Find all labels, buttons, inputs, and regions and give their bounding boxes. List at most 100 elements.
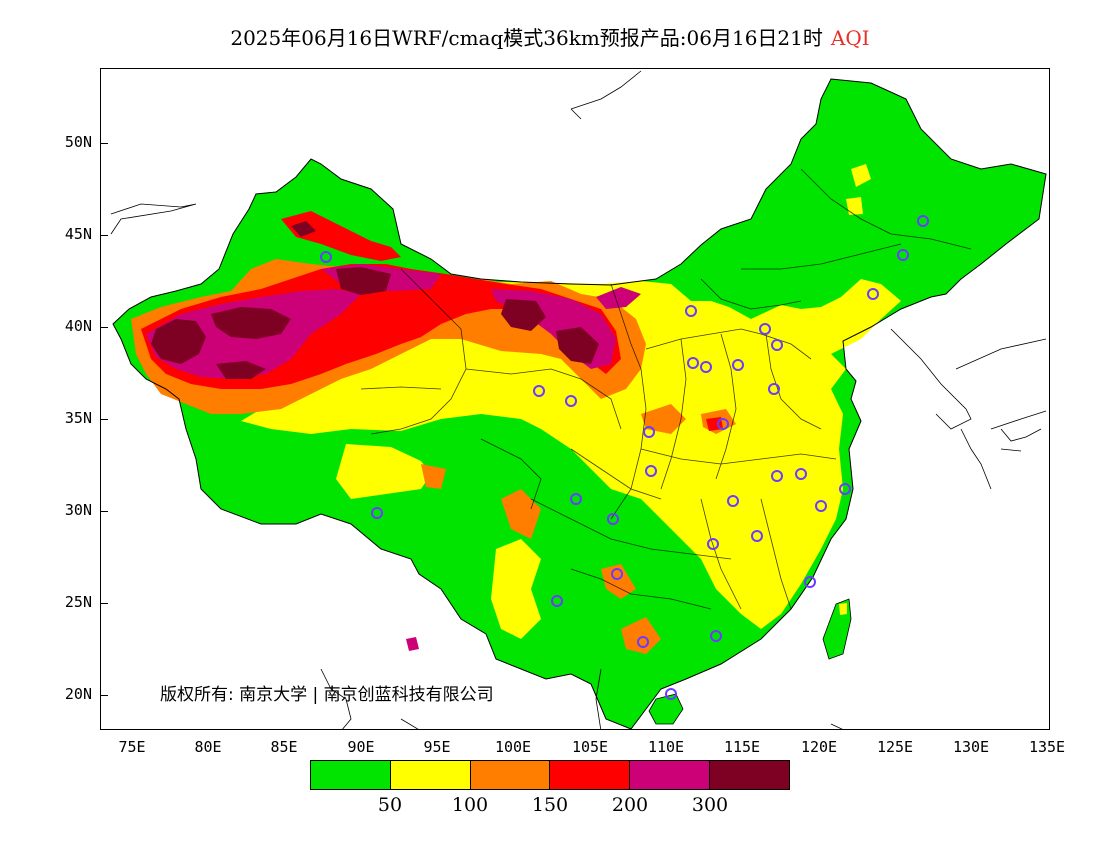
lat-tick xyxy=(100,235,108,236)
station-marker xyxy=(732,359,744,371)
lat-label: 50N xyxy=(64,133,92,151)
station-marker xyxy=(611,568,623,580)
lon-label: 75E xyxy=(118,738,146,756)
aqi-zone-maroon-2 xyxy=(211,307,291,339)
aqi-zone-maroon-1 xyxy=(151,319,206,364)
legend-swatch-sensitive xyxy=(470,761,551,789)
legend-label: 100 xyxy=(451,794,489,816)
station-marker xyxy=(607,513,619,525)
station-marker xyxy=(759,323,771,335)
station-marker xyxy=(771,470,783,482)
station-marker xyxy=(565,395,577,407)
lon-label: 115E xyxy=(723,738,761,756)
legend-label: 300 xyxy=(691,794,729,816)
lat-tick xyxy=(100,327,108,328)
aqi-legend xyxy=(310,760,790,790)
station-marker xyxy=(687,357,699,369)
aqi-zone-maroon-5 xyxy=(501,299,546,331)
aqi-zone-maroon-6 xyxy=(556,327,599,364)
station-marker xyxy=(804,576,816,588)
aqi-zone-maroon-4 xyxy=(336,267,391,295)
lat-label: 20N xyxy=(64,685,92,703)
lat-label: 35N xyxy=(64,409,92,427)
station-marker xyxy=(551,595,563,607)
lon-label: 100E xyxy=(494,738,532,756)
aqi-zone-yellow-west xyxy=(336,444,431,499)
lon-label: 85E xyxy=(270,738,298,756)
taiwan-yellow xyxy=(839,603,847,615)
lat-label: 30N xyxy=(64,501,92,519)
lat-label: 40N xyxy=(64,317,92,335)
neighbour-coastlines xyxy=(110,70,1047,729)
monitoring-stations xyxy=(320,215,929,700)
aqi-zone-red-tarim-n xyxy=(281,211,401,261)
aqi-zone-orange-mid1 xyxy=(641,404,686,434)
station-marker xyxy=(717,418,729,430)
lat-label: 45N xyxy=(64,225,92,243)
station-marker xyxy=(917,215,929,227)
station-marker xyxy=(700,361,712,373)
station-marker xyxy=(727,495,739,507)
station-marker xyxy=(371,507,383,519)
lon-label: 110E xyxy=(647,738,685,756)
china-border xyxy=(112,78,1047,729)
lon-label: 105E xyxy=(571,738,609,756)
legend-swatch-unhealthy xyxy=(550,761,631,789)
legend-label: 50 xyxy=(377,794,403,816)
aqi-zone-orange-mid6 xyxy=(421,464,446,489)
station-marker xyxy=(665,688,677,700)
aqi-zone-yellow-ne1 xyxy=(851,164,871,187)
legend-label: 150 xyxy=(531,794,569,816)
aqi-zone-maroon-7 xyxy=(291,221,316,237)
lat-tick xyxy=(100,419,108,420)
aqi-map xyxy=(110,70,1047,729)
aqi-zone-yellow-south xyxy=(491,539,541,639)
aqi-zone-orange-mid4 xyxy=(601,564,636,599)
lon-label: 130E xyxy=(952,738,990,756)
lat-tick xyxy=(100,603,108,604)
legend-swatch-very-unhealthy xyxy=(630,761,711,789)
station-marker xyxy=(795,468,807,480)
map-title: 2025年06月16日WRF/cmaq模式36km预报产品:06月16日21时 A… xyxy=(0,22,1100,51)
station-marker xyxy=(839,483,851,495)
aqi-zone-orange-mid3 xyxy=(501,489,541,539)
province-boundaries xyxy=(360,168,972,610)
copyright-text: 版权所有: 南京大学 | 南京创蓝科技有限公司 xyxy=(160,685,494,705)
station-marker xyxy=(570,493,582,505)
lon-label: 135E xyxy=(1028,738,1066,756)
station-marker xyxy=(643,426,655,438)
lon-label: 80E xyxy=(194,738,222,756)
station-marker xyxy=(771,339,783,351)
lat-tick xyxy=(100,511,108,512)
aqi-zone-purple-4 xyxy=(596,287,641,309)
station-marker xyxy=(867,288,879,300)
lat-tick xyxy=(100,695,108,696)
title-product: AQI xyxy=(830,26,870,50)
station-marker xyxy=(897,249,909,261)
aqi-zone-yellow xyxy=(241,279,901,629)
lon-label: 120E xyxy=(800,738,838,756)
lat-tick xyxy=(100,143,108,144)
station-marker xyxy=(645,465,657,477)
legend-swatch-moderate xyxy=(390,761,471,789)
station-marker xyxy=(751,530,763,542)
lon-label: 95E xyxy=(423,738,451,756)
legend-label: 200 xyxy=(611,794,649,816)
legend-swatch-hazardous xyxy=(710,761,789,789)
legend-swatch-good xyxy=(311,761,391,789)
station-marker xyxy=(637,636,649,648)
station-marker xyxy=(685,305,697,317)
lat-label: 25N xyxy=(64,593,92,611)
station-marker xyxy=(815,500,827,512)
station-marker xyxy=(533,385,545,397)
aqi-zone-orange-mid5 xyxy=(621,617,661,654)
aqi-zone-maroon-3 xyxy=(216,361,266,379)
map-frame xyxy=(100,68,1050,730)
lon-label: 90E xyxy=(347,738,375,756)
station-marker xyxy=(768,383,780,395)
title-main: 2025年06月16日WRF/cmaq模式36km预报产品:06月16日21时 xyxy=(230,26,823,50)
station-marker xyxy=(320,251,332,263)
aqi-zone-purple-5 xyxy=(406,637,419,651)
aqi-zone-yellow-ne2 xyxy=(846,197,863,215)
lon-label: 125E xyxy=(876,738,914,756)
